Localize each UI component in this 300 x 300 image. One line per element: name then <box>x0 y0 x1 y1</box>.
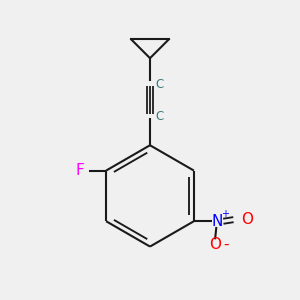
Text: O: O <box>241 212 253 227</box>
Text: C: C <box>156 78 164 91</box>
Text: N: N <box>212 214 223 229</box>
Text: F: F <box>75 163 84 178</box>
Text: +: + <box>221 209 229 219</box>
Text: -: - <box>223 237 229 252</box>
Text: O: O <box>209 238 221 253</box>
Text: C: C <box>156 110 164 123</box>
